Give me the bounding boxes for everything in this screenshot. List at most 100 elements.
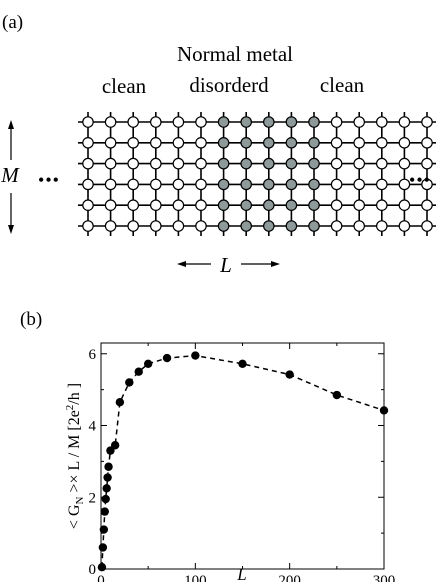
clean-site xyxy=(398,137,411,149)
clean-site xyxy=(330,199,343,211)
data-point xyxy=(115,397,125,407)
clean-site xyxy=(330,178,343,191)
data-point xyxy=(332,390,342,400)
clean-site xyxy=(104,137,117,149)
clean-site xyxy=(353,157,365,170)
disordered-site xyxy=(308,199,320,211)
clean-site xyxy=(150,116,162,128)
clean-site xyxy=(330,157,343,170)
disordered-site xyxy=(217,199,230,211)
clean-site xyxy=(104,157,117,170)
disordered-site xyxy=(308,220,320,232)
clean-site xyxy=(353,178,365,191)
x-tick-label: 200 xyxy=(278,573,301,582)
clean-site xyxy=(172,178,185,191)
clean-site xyxy=(398,116,411,128)
clean-site xyxy=(172,137,185,149)
disordered-site xyxy=(217,116,230,128)
disordered-site xyxy=(262,220,275,232)
x-tick-label: 100 xyxy=(184,573,207,582)
disordered-site xyxy=(240,178,252,191)
panel-b-label: (b) xyxy=(20,309,42,330)
clean-site xyxy=(172,157,185,170)
data-point xyxy=(191,351,200,360)
m-dimension-arrow xyxy=(8,120,14,234)
disordered-site xyxy=(217,220,230,232)
panel-a: (a) Normal metal disorderd clean clean •… xyxy=(0,12,436,277)
clean-site xyxy=(104,220,117,232)
data-point xyxy=(285,370,294,379)
data-point xyxy=(134,367,143,376)
disordered-site xyxy=(262,157,275,170)
data-point xyxy=(100,507,109,516)
clean-site xyxy=(82,116,94,128)
data-point xyxy=(379,406,389,415)
disordered-site xyxy=(217,178,230,191)
clean-site xyxy=(353,116,365,128)
clean-site xyxy=(150,220,162,232)
disordered-site xyxy=(285,137,298,149)
clean-site xyxy=(127,137,139,149)
clean-site xyxy=(421,220,433,232)
x-tick-label: 300 xyxy=(373,573,396,582)
clean-site xyxy=(353,137,365,149)
clean-site xyxy=(375,220,388,232)
clean-site xyxy=(82,137,94,149)
disordered-site xyxy=(285,157,298,170)
disordered-site xyxy=(240,220,252,232)
clean-site xyxy=(421,116,433,128)
panel-a-label: (a) xyxy=(2,12,23,33)
clean-site xyxy=(421,137,433,149)
clean-site xyxy=(353,220,365,232)
disordered-site xyxy=(217,137,230,149)
clean-site xyxy=(127,157,139,170)
tick-labels: 0 100 200 300 0 2 4 6 xyxy=(89,347,396,582)
data-point xyxy=(125,378,134,387)
data-point xyxy=(102,484,111,493)
data-point xyxy=(103,473,112,482)
clean-site xyxy=(150,157,162,170)
clean-site xyxy=(82,157,94,170)
clean-site xyxy=(195,157,207,170)
disordered-site xyxy=(285,178,298,191)
clean-site xyxy=(375,116,388,128)
clean-site xyxy=(150,199,162,211)
clean-site xyxy=(398,220,411,232)
y-tick-label: 6 xyxy=(89,347,97,363)
clean-site xyxy=(127,199,139,211)
disordered-site xyxy=(308,116,320,128)
clean-site xyxy=(104,178,117,191)
disordered-site xyxy=(308,137,320,149)
data-point xyxy=(104,462,113,471)
clean-site xyxy=(82,220,94,232)
disordered-label: disorderd xyxy=(189,73,269,97)
clean-site xyxy=(195,116,207,128)
clean-site xyxy=(375,157,388,170)
clean-site xyxy=(375,199,388,211)
clean-site xyxy=(375,178,388,191)
data-point xyxy=(99,525,109,534)
disordered-site xyxy=(285,199,298,211)
lattice xyxy=(78,112,436,236)
disordered-site xyxy=(262,199,275,211)
y-axis-label: < GN >× L / M [2e2/h ] xyxy=(64,383,86,529)
disordered-site xyxy=(240,199,252,211)
clean-site xyxy=(398,199,411,211)
data-point xyxy=(143,359,153,369)
clean-site xyxy=(127,178,139,191)
y-tick-label: 2 xyxy=(89,490,97,506)
clean-site xyxy=(104,199,117,211)
l-dimension-arrow xyxy=(177,261,280,267)
panel-b: (b) 0 100 200 300 0 2 4 6 L < GN >× L / M [2e2/… xyxy=(20,309,395,582)
disordered-site xyxy=(262,137,275,149)
data-points xyxy=(97,351,389,572)
disordered-site xyxy=(240,137,252,149)
clean-site xyxy=(421,178,433,191)
disordered-site xyxy=(285,220,298,232)
disordered-site xyxy=(217,157,230,170)
data-point xyxy=(98,543,108,552)
disordered-site xyxy=(308,178,320,191)
l-label: L xyxy=(219,253,232,277)
clean-site xyxy=(195,137,207,149)
clean-site xyxy=(127,220,139,232)
